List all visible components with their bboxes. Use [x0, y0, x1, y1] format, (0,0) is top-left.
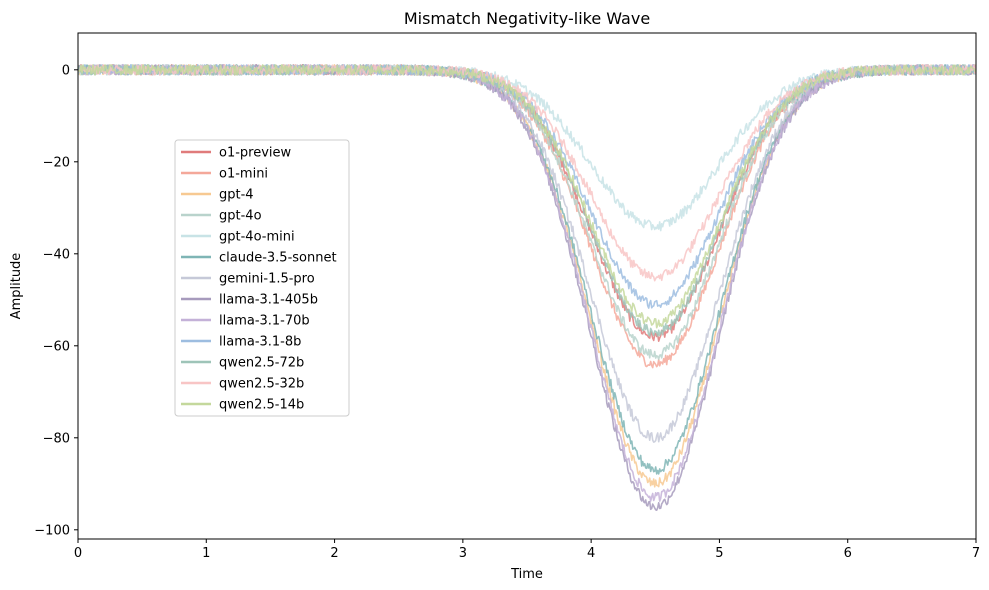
legend-frame: [174, 139, 350, 417]
legend-label: o1-mini: [219, 167, 268, 182]
series-line-qwen2.5-14b: [78, 64, 976, 329]
legend-label: qwen2.5-72b: [219, 356, 304, 371]
legend-label: claude-3.5-sonnet: [219, 251, 337, 266]
legend-label: qwen2.5-32b: [219, 377, 304, 392]
legend-label: gpt-4: [219, 188, 254, 203]
series-lines: [78, 63, 976, 511]
legend-label: o1-preview: [219, 146, 292, 161]
y-tick-label: −20: [43, 155, 70, 170]
legend-label: gpt-4o-mini: [219, 230, 295, 245]
chart-title: Mismatch Negativity-like Wave: [404, 9, 650, 28]
x-tick-label: 5: [715, 546, 723, 561]
x-tick-label: 3: [459, 546, 467, 561]
x-axis-label: Time: [510, 567, 543, 582]
legend-label: llama-3.1-70b: [219, 314, 310, 329]
x-tick-label: 1: [202, 546, 210, 561]
x-axis: 0 1 2 3 4 5 6 7: [74, 539, 980, 561]
plot-area: [77, 32, 977, 540]
legend-label: llama-3.1-405b: [219, 293, 318, 308]
x-tick-label: 7: [972, 546, 980, 561]
x-tick-label: 6: [844, 546, 852, 561]
y-axis-label: Amplitude: [9, 253, 24, 320]
legend-label: qwen2.5-14b: [219, 398, 304, 413]
legend-label: llama-3.1-8b: [219, 335, 301, 350]
y-tick-label: −100: [34, 523, 70, 538]
x-tick-label: 4: [587, 546, 595, 561]
plot-frame: [77, 32, 977, 540]
x-tick-label: 2: [330, 546, 338, 561]
x-tick-label: 0: [74, 546, 82, 561]
y-tick-label: −60: [43, 339, 70, 354]
legend: o1-preview o1-mini gpt-4 gpt-4o gpt-4o-mini c…: [174, 139, 350, 417]
y-tick-label: −80: [43, 431, 70, 446]
y-axis: 0 −20 −40 −60 −80 −100: [34, 63, 78, 538]
legend-label: gpt-4o: [219, 209, 262, 224]
legend-label: gemini-1.5-pro: [219, 272, 315, 287]
y-tick-label: −40: [43, 247, 70, 262]
y-tick-label: 0: [62, 63, 70, 78]
